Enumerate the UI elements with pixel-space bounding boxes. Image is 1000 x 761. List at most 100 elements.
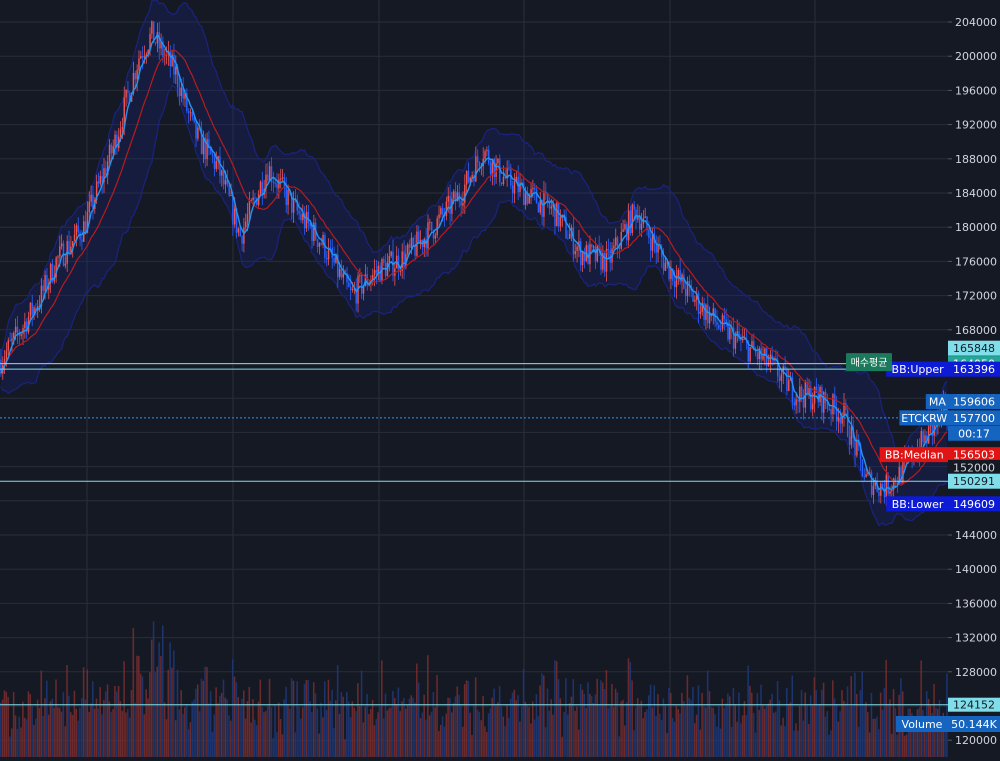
candle	[782, 363, 784, 385]
candles	[0, 20, 948, 506]
volume-bar	[97, 708, 100, 757]
axis-tick-label: 200000	[955, 50, 997, 63]
volume-bar	[677, 709, 679, 757]
candle	[495, 155, 497, 184]
candle	[386, 253, 389, 277]
axis-tick-label: 172000	[955, 290, 997, 303]
volume-value-text: 50.144K	[951, 718, 997, 731]
candle	[33, 305, 35, 320]
candle-body	[539, 200, 542, 213]
candle	[786, 367, 788, 396]
volume-bar	[467, 680, 470, 757]
candle	[182, 77, 184, 106]
candle-body	[462, 202, 464, 206]
candle-body	[410, 237, 413, 248]
candle	[620, 223, 622, 250]
volume-bar	[66, 665, 68, 757]
axis-tick-label: 168000	[955, 324, 997, 337]
volume-bar	[600, 680, 602, 757]
volume-bar	[36, 699, 39, 757]
candle	[695, 286, 698, 311]
candle-body	[506, 168, 508, 179]
volume-bar	[138, 655, 140, 757]
candle-body	[202, 137, 205, 155]
candle-body	[193, 116, 195, 122]
candle-body	[359, 275, 361, 277]
candle-body	[447, 196, 449, 202]
volume-bar	[167, 669, 170, 757]
candle-body	[60, 243, 63, 247]
volume-bar	[629, 662, 632, 757]
candle	[171, 50, 173, 68]
volume-bar	[0, 702, 2, 757]
candle	[793, 397, 796, 411]
volume-bar	[395, 704, 398, 757]
candle-body	[184, 93, 186, 99]
volume-bar	[837, 721, 840, 757]
candle-body	[307, 211, 310, 224]
candle	[136, 64, 138, 92]
candle	[401, 243, 403, 279]
volume-bar	[622, 699, 624, 757]
volume-bar	[559, 698, 562, 757]
candle-body	[97, 181, 100, 184]
volume-bar	[916, 709, 919, 757]
candle-body	[767, 362, 770, 366]
candle	[508, 160, 510, 171]
candle	[140, 50, 142, 60]
candle	[31, 294, 33, 327]
volume-bar	[222, 679, 225, 757]
volume-bar	[616, 692, 619, 757]
candle-body	[668, 261, 670, 280]
candle-body	[486, 149, 488, 152]
candle	[727, 316, 729, 342]
candle-body	[802, 397, 805, 408]
candle	[105, 160, 107, 177]
candle	[250, 198, 253, 202]
candle	[679, 258, 681, 285]
candle-body	[835, 407, 838, 422]
candle	[780, 370, 783, 392]
candle-body	[946, 400, 948, 419]
candle-body	[859, 445, 862, 460]
volume-bar	[592, 703, 595, 757]
volume-bar	[174, 720, 177, 757]
candle	[596, 245, 599, 263]
volume-bar	[721, 698, 724, 757]
candle-body	[891, 489, 893, 492]
candle-body	[756, 352, 759, 360]
volume-bar	[322, 717, 324, 757]
volume-bar	[754, 732, 757, 757]
candle-body	[535, 189, 538, 204]
volume-bar	[528, 706, 530, 757]
candle-body	[729, 327, 731, 340]
candle-body	[38, 305, 41, 307]
candle-body	[874, 480, 877, 486]
candle	[337, 244, 339, 288]
volume-bar	[706, 670, 709, 757]
candle-body	[292, 198, 295, 213]
volume-bar	[382, 718, 385, 757]
volume-bar	[49, 701, 52, 757]
candle-body	[861, 459, 864, 477]
volume-bar	[658, 713, 661, 757]
candle-body	[92, 194, 94, 209]
volume-bar	[644, 711, 646, 757]
candle-body	[515, 176, 518, 182]
candle-body	[504, 176, 507, 179]
candle	[714, 307, 716, 328]
candle-body	[35, 307, 37, 311]
volume-bar	[358, 705, 361, 757]
volume-bar	[25, 719, 28, 757]
candle	[548, 197, 551, 215]
candle-body	[764, 348, 766, 356]
volume-bar	[763, 708, 766, 757]
candle	[348, 274, 350, 288]
candle	[445, 196, 448, 221]
candle-body	[305, 211, 308, 229]
candle	[268, 161, 271, 182]
volume-bar	[38, 708, 41, 757]
volume-bar	[703, 705, 705, 757]
